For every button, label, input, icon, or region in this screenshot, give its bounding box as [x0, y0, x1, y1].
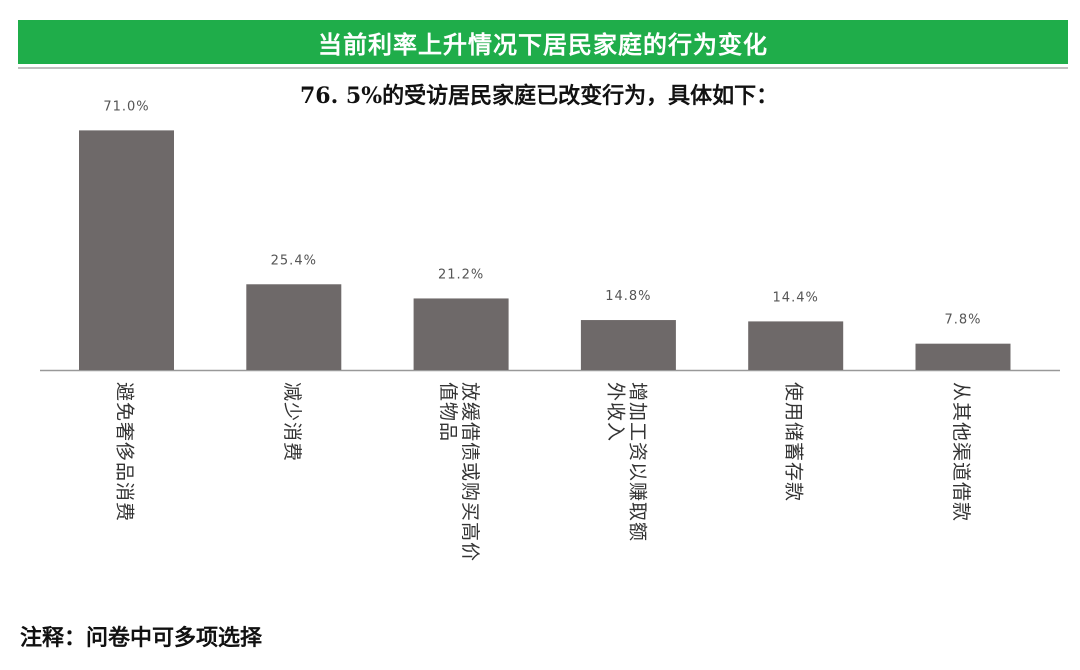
category-label-2: 减少消费 [281, 382, 303, 462]
category-label-6: 从其他渠道借款 [950, 382, 972, 522]
category-label-4-line-1: 增加工资以赚取额 [626, 382, 648, 542]
data-label-5: 14.4% [773, 290, 819, 305]
data-label-1: 71.0% [103, 99, 149, 114]
category-label-3-line-2: 值物品 [437, 382, 459, 442]
data-label-3: 21.2% [438, 267, 484, 282]
bar-1 [79, 130, 174, 370]
category-label-1: 避免奢侈品消费 [114, 382, 136, 522]
bar-2 [246, 284, 342, 370]
data-label-6: 7.8% [944, 313, 981, 328]
data-label-4: 14.8% [605, 289, 651, 304]
bar-3 [413, 298, 509, 370]
category-label-5: 使用储蓄存款 [783, 382, 805, 502]
data-label-2: 25.4% [271, 253, 317, 268]
header-divider [18, 67, 1068, 69]
chart-header: 当前利率上升情况下居民家庭的行为变化 [18, 20, 1068, 64]
bar-6 [915, 343, 1011, 370]
bar-5 [748, 321, 844, 370]
bar-4 [580, 320, 676, 370]
category-label-3-line-1: 放缓借债或购买高价 [459, 382, 481, 562]
category-label-4-line-2: 外收入 [604, 382, 626, 442]
chart-subtitle: 76. 5%的受访居民家庭已改变行为，具体如下： [300, 83, 779, 109]
footnote: 注释：问卷中可多项选择 [20, 625, 263, 651]
